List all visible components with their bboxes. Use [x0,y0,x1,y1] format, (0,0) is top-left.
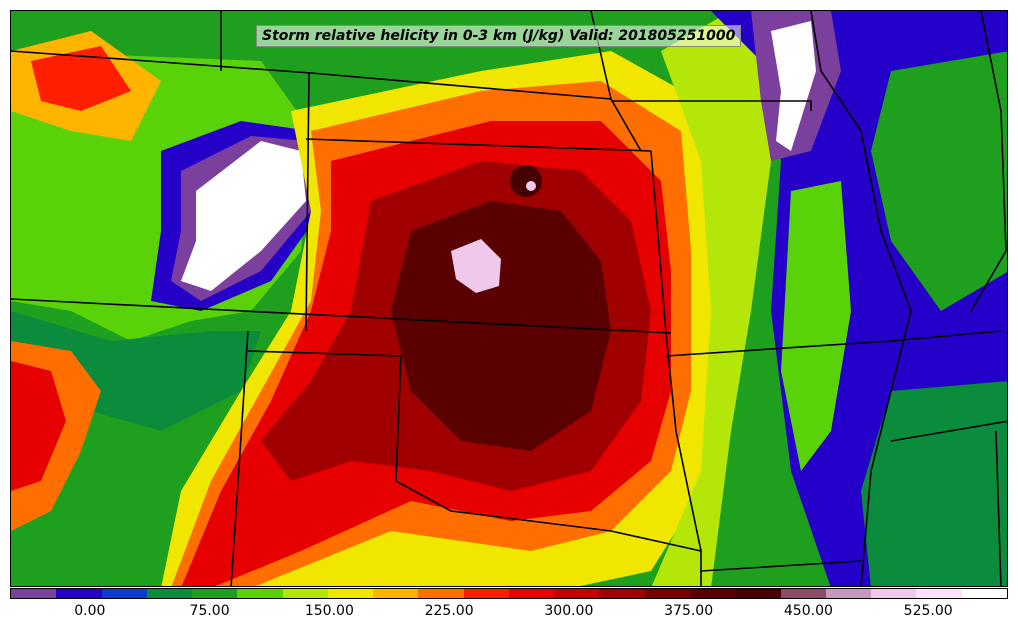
central-white-core [181,141,306,291]
colorbar-swatch [56,589,102,598]
map-title: Storm relative helicity in 0-3 km (J/kg)… [256,25,742,47]
plains-pink-cell [526,181,536,191]
colorbar-tick-label: 375.00 [664,603,714,619]
plains-dark-cell [510,165,542,197]
east-yellow-band [651,11,791,586]
colorbar-swatch [599,589,645,598]
plains-pink-max [451,239,501,293]
colorbar-swatch [735,589,781,598]
colorbar-swatch [961,589,1007,598]
helicity-map: Storm relative helicity in 0-3 km (J/kg)… [10,10,1008,587]
colorbar-swatch [644,589,690,598]
southwest-red-core [11,361,66,491]
colorbar-swatch [825,589,872,598]
colorbar [10,588,1008,599]
state-boundaries [11,11,1007,586]
colorbar-tick-label: 450.00 [783,603,833,619]
colorbar-tick-label: 75.00 [189,603,230,619]
colorbar-tick-label: 225.00 [424,603,474,619]
northwest-red [31,46,131,111]
colorbar-swatch [373,589,419,598]
colorbar-swatch [418,589,464,598]
east-green-south [861,381,1007,586]
colorbar-swatch [282,589,328,598]
colorbar-swatch [554,589,600,598]
colorbar-swatch [101,589,147,598]
colorbar-tick-label: 525.00 [903,603,953,619]
colorbar-swatch [508,589,555,598]
colorbar-swatch [463,589,509,598]
colorbar-swatch [327,589,374,598]
east-green-strip [781,181,851,471]
colorbar-swatch [780,589,826,598]
east-white-north [771,21,816,151]
colorbar-tick-label: 300.00 [544,603,594,619]
colorbar-swatch [11,589,57,598]
map-field [11,11,1007,586]
plains-maroon-core [391,201,611,451]
colorbar-tick-label: 150.00 [304,603,354,619]
colorbar-swatch [871,589,917,598]
colorbar-swatch [916,589,962,598]
east-green-patches [871,51,1007,311]
colorbar-tick-label: 0.00 [74,603,106,619]
colorbar-swatch [689,589,736,598]
colorbar-swatch [146,589,193,598]
colorbar-swatch [237,589,283,598]
colorbar-ticks: 0.00 75.00 150.00 225.00 300.00 375.00 450.00 5… [10,603,1008,627]
colorbar-swatch [192,589,238,598]
